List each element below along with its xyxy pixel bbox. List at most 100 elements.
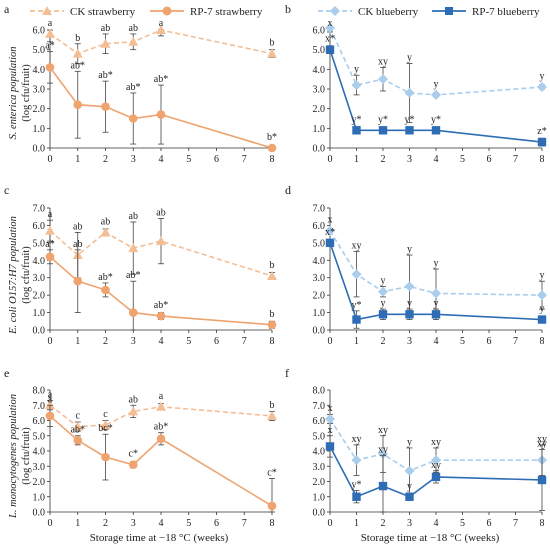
data-point xyxy=(325,45,335,54)
x-tick-label: 7 xyxy=(242,154,247,165)
data-point xyxy=(405,126,414,135)
x-tick-label: 5 xyxy=(186,336,191,347)
data-point xyxy=(325,238,335,248)
data-point xyxy=(325,442,335,451)
x-tick-label: 8 xyxy=(540,154,545,165)
significance-label: c xyxy=(103,409,108,420)
significance-label: c* xyxy=(129,449,138,460)
y-tick-label: 1.0 xyxy=(33,308,46,319)
data-point xyxy=(378,286,388,297)
significance-label: a xyxy=(159,18,164,29)
data-point xyxy=(404,87,415,98)
significance-label: y* xyxy=(431,114,441,125)
legend-rp7-blueberry-label: RP-7 blueberry xyxy=(472,6,540,18)
y-tick-label: 3.0 xyxy=(313,462,326,473)
legend-right: CK blueberry RP-7 blueberry xyxy=(318,6,540,18)
significance-label: y* xyxy=(378,114,388,125)
panel-f-plot: 0.01.02.03.04.05.06.07.08.00 1 2 3 4 5 6 7 8xxyx… xyxy=(313,386,547,529)
x-tick-label: 6 xyxy=(214,154,219,165)
significance-label: ab xyxy=(156,207,165,218)
x-tick-label: 8 xyxy=(270,518,275,529)
data-point xyxy=(128,243,139,253)
legend-ck-strawberry-label: CK strawberry xyxy=(70,6,136,18)
data-point xyxy=(100,227,111,237)
data-point xyxy=(431,288,441,299)
y-tick-label: 6.0 xyxy=(313,416,326,427)
x-tick-label: 1 xyxy=(75,518,80,529)
x-tick-label: 5 xyxy=(186,518,191,529)
significance-label: xy xyxy=(352,434,362,445)
significance-label: xy xyxy=(352,241,362,252)
y-tick-label: 2.0 xyxy=(313,477,326,488)
significance-label: y xyxy=(381,275,386,286)
data-point xyxy=(101,285,110,295)
panel-f: f xyxy=(285,366,289,380)
data-point xyxy=(100,38,111,48)
data-point xyxy=(72,48,83,58)
legend-ck-strawberry-marker xyxy=(42,6,52,15)
significance-label: y xyxy=(540,304,545,315)
data-point xyxy=(267,270,277,280)
y-tick-label: 6.0 xyxy=(33,416,46,427)
data-point xyxy=(267,143,277,153)
x-tick-label: 6 xyxy=(214,336,219,347)
significance-label: y xyxy=(434,298,439,309)
x-tick-label: 7 xyxy=(513,518,518,529)
x-tick-label: 5 xyxy=(460,154,465,165)
data-point xyxy=(267,410,277,420)
y-tick-label: 0.0 xyxy=(313,326,326,337)
x-tick-label: 1 xyxy=(75,154,80,165)
panel-b: b xyxy=(285,2,291,16)
y-tick-label: 6.0 xyxy=(33,221,46,232)
data-point xyxy=(378,449,388,460)
x-tick-label: 0 xyxy=(328,154,333,165)
significance-label: ab xyxy=(101,216,110,227)
data-point xyxy=(100,420,111,430)
significance-label: b xyxy=(270,400,275,411)
y-tick-label: 0.0 xyxy=(313,508,326,519)
y-tick-label: 4.0 xyxy=(33,447,46,458)
y-tick-label: 0.0 xyxy=(33,326,46,337)
data-point xyxy=(405,492,414,501)
data-point xyxy=(45,63,55,72)
y-tick-label: 1.0 xyxy=(33,492,46,503)
x-tick-label: 4 xyxy=(159,518,164,529)
significance-label: ab* xyxy=(71,424,85,435)
y-tick-label: 6.0 xyxy=(313,221,326,232)
x-tick-label: 1 xyxy=(354,154,359,165)
significance-label: ab* xyxy=(71,60,85,71)
series-line-rp7 xyxy=(329,242,543,321)
data-point xyxy=(378,481,388,491)
series-line-ck xyxy=(49,404,273,428)
data-point xyxy=(431,310,441,319)
data-point xyxy=(101,452,110,462)
data-point xyxy=(73,276,83,286)
data-point xyxy=(351,455,362,466)
legend-ck-blueberry-label: CK blueberry xyxy=(358,6,419,18)
significance-label: b* xyxy=(267,132,277,143)
data-point xyxy=(537,137,547,147)
significance-label: xy xyxy=(431,460,441,471)
x-tick-label: 3 xyxy=(131,154,136,165)
panel-c-ylabel-line-2: (log cfu/fruit) xyxy=(21,246,32,304)
y-tick-label: 5.0 xyxy=(313,238,326,249)
legend-rp7-strawberry-label: RP-7 strawberry xyxy=(190,6,263,18)
x-tick-label: 4 xyxy=(434,518,439,529)
series-line-ck xyxy=(329,418,542,472)
x-tick-label: 2 xyxy=(381,154,386,165)
data-point xyxy=(101,102,110,111)
significance-label: ab xyxy=(129,394,138,405)
significance-label: xy xyxy=(378,445,388,456)
x-tick-label: 2 xyxy=(103,154,108,165)
significance-label: y xyxy=(407,481,412,492)
significance-label: y* xyxy=(352,114,362,125)
y-tick-label: 3.0 xyxy=(313,85,326,96)
data-point xyxy=(128,460,138,470)
significance-label: y xyxy=(434,258,439,269)
y-tick-label: 7.0 xyxy=(33,204,46,215)
y-tick-label: 8.0 xyxy=(33,386,46,397)
significance-label: xy xyxy=(537,438,547,449)
data-point xyxy=(537,315,547,324)
series-line-ck xyxy=(329,230,543,296)
